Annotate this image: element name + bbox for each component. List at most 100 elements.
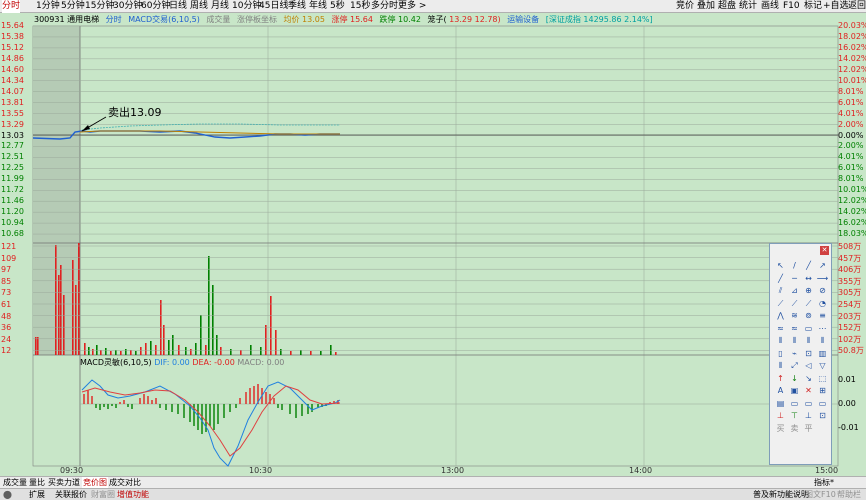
more-icon[interactable]: ⊡ — [819, 411, 826, 420]
trade-mark-label[interactable]: 买 — [776, 423, 785, 433]
industry[interactable]: 运输设备 — [507, 15, 540, 24]
vlines-icon[interactable]: ⫴ — [778, 361, 783, 370]
btn-superplate[interactable]: 超盘 — [718, 1, 737, 11]
time-zone-icon[interactable]: ⫴ — [820, 336, 825, 345]
line-icon[interactable]: / — [793, 261, 796, 270]
arrow-line-icon[interactable]: ↗ — [819, 261, 826, 270]
zigzag-icon[interactable]: ≋ — [791, 311, 798, 320]
box-icon[interactable]: ▯ — [778, 348, 783, 358]
copy-icon[interactable]: ▤ — [776, 398, 785, 408]
macd-title[interactable]: MACD灵敏(6,10,5) — [80, 358, 152, 367]
tf-week[interactable]: 周线 — [190, 1, 209, 11]
ellipse-icon[interactable]: ⊘ — [819, 286, 826, 295]
cursor-icon[interactable]: ↖ — [777, 261, 784, 270]
tf-year[interactable]: 年线 — [309, 1, 328, 11]
tab-volume[interactable]: 成交量 — [3, 478, 27, 487]
index-quote[interactable]: [深证成指 14295.86 2.14%] — [545, 15, 653, 24]
delete-icon[interactable]: ✕ — [805, 386, 812, 395]
circle-icon[interactable]: ⊕ — [805, 286, 812, 295]
tf-day[interactable]: 日线 — [169, 1, 188, 11]
tf-15sec[interactable]: 15秒 — [350, 1, 371, 11]
rect-icon[interactable]: ▭ — [804, 323, 813, 333]
tab-value-added[interactable]: 增值功能 — [117, 490, 149, 499]
tf-5sec[interactable]: 5秒 — [330, 1, 345, 11]
triangle-icon[interactable]: ⊿ — [791, 286, 798, 295]
btn-back[interactable]: 返回 — [848, 1, 866, 11]
tf-45day[interactable]: 45日线 — [259, 1, 289, 11]
wave-icon[interactable]: ⋀ — [777, 311, 784, 320]
tab-deal-compare[interactable]: 成交对比 — [109, 478, 141, 487]
tf-more[interactable]: 更多 > — [398, 1, 427, 11]
text-box-icon[interactable]: ⊡ — [805, 348, 812, 358]
sell-mark-icon[interactable]: ⊤ — [791, 411, 798, 420]
layer-icon[interactable]: ▭ — [818, 398, 827, 408]
regression-icon[interactable]: ≈ — [777, 323, 784, 333]
trade-mark-label[interactable]: 卖 — [790, 423, 799, 433]
hline-icon[interactable]: ─ — [792, 273, 797, 283]
tab-vol-ratio[interactable]: 量比 — [29, 478, 45, 487]
tf-multi[interactable]: 多分时 — [371, 1, 399, 11]
grid-icon[interactable]: ≡ — [819, 311, 826, 320]
parallel-icon[interactable]: ⫽ — [778, 286, 783, 295]
cycle-icon[interactable]: ⫴ — [806, 336, 811, 345]
tab-extend[interactable]: 扩展 — [29, 490, 45, 499]
btn-mark[interactable]: 标记 — [804, 1, 823, 11]
toggle-icon[interactable]: ⬤ — [3, 490, 12, 499]
tab-auction-chart[interactable]: 竞价图 — [82, 477, 108, 488]
fib-fan-icon[interactable]: ⟋ — [791, 298, 798, 308]
tf-30min[interactable]: 30分钟 — [113, 1, 143, 11]
tab-new-features[interactable]: 普及新功能说明 — [753, 490, 809, 499]
flag-icon[interactable]: ▽ — [819, 361, 826, 370]
style-icon[interactable]: ▭ — [804, 398, 813, 408]
dots-icon[interactable]: ⋯ — [818, 323, 827, 333]
measure-icon[interactable]: ▥ — [818, 348, 827, 358]
buy-mark-icon[interactable]: ⊥ — [777, 411, 784, 420]
fan-icon[interactable]: ⟋ — [777, 298, 784, 308]
btn-f10[interactable]: F10 — [783, 1, 800, 11]
tf-fenshi[interactable]: 分时 — [2, 0, 21, 13]
down-arrow-icon[interactable]: ↓ — [791, 373, 798, 383]
close-icon[interactable]: ✕ — [820, 246, 829, 255]
btn-auction[interactable]: 竞价 — [676, 1, 695, 11]
tf-15min[interactable]: 15分钟 — [85, 1, 115, 11]
extend-line-icon[interactable]: ↔ — [805, 273, 812, 283]
angle-icon[interactable]: ◁ — [805, 361, 812, 370]
arc-icon[interactable]: ◔ — [819, 298, 826, 308]
gann-icon[interactable]: ⫴ — [792, 336, 797, 345]
pitchfork-icon[interactable]: ⌁ — [792, 348, 797, 358]
btn-stats[interactable]: 统计 — [739, 1, 758, 11]
polyline-icon[interactable]: ⤢ — [791, 361, 798, 370]
tf-month[interactable]: 月线 — [211, 1, 230, 11]
diag-arrow-icon[interactable]: ↘ — [805, 373, 812, 383]
up-arrow-icon[interactable]: ↑ — [777, 373, 784, 383]
btn-draw[interactable]: 画线 — [761, 1, 780, 11]
tab-indicator[interactable]: 指标* — [814, 478, 834, 487]
text-icon[interactable]: A — [777, 386, 784, 395]
btn-overlay[interactable]: 叠加 — [697, 1, 716, 11]
trade-mark-label[interactable]: 平 — [804, 423, 813, 433]
btn-add-watchlist[interactable]: +自选 — [823, 1, 849, 11]
segment-icon[interactable]: ╱ — [778, 273, 783, 283]
lock-icon[interactable]: ⊞ — [819, 386, 826, 395]
tf-60min[interactable]: 60分钟 — [141, 1, 171, 11]
tab-help-bar[interactable]: 帮助栏 — [837, 490, 861, 499]
tf-1min[interactable]: 1分钟 — [36, 1, 60, 11]
std-channel-icon[interactable]: ≈ — [791, 323, 798, 333]
note-icon[interactable]: ▣ — [790, 386, 799, 395]
frame-icon[interactable]: ⬚ — [818, 373, 827, 383]
hide-icon[interactable]: ▭ — [790, 398, 799, 408]
tab-buysell-force[interactable]: 买卖力道 — [48, 478, 80, 487]
channel-icon[interactable]: ⟋ — [805, 298, 812, 308]
ray-icon[interactable]: ╱ — [806, 261, 811, 270]
indicator-label[interactable]: MACD交易(6,10,5) — [128, 15, 200, 24]
tf-5min[interactable]: 5分钟 — [61, 1, 85, 11]
tab-f10-graphic[interactable]: 图文F10 — [805, 490, 836, 499]
tf-quarter[interactable]: 季线 — [288, 1, 307, 11]
spiral-icon[interactable]: ⊚ — [805, 311, 812, 320]
tf-10min[interactable]: 10分钟 — [232, 1, 262, 11]
tab-related-quote[interactable]: 关联报价 — [55, 490, 87, 499]
mode-label[interactable]: 分时 — [105, 15, 122, 24]
price-line-icon[interactable]: ⟶ — [816, 273, 829, 283]
fib-levels-icon[interactable]: ⫴ — [778, 336, 783, 345]
tab-wealth-circle[interactable]: 财富圈 — [91, 490, 115, 499]
